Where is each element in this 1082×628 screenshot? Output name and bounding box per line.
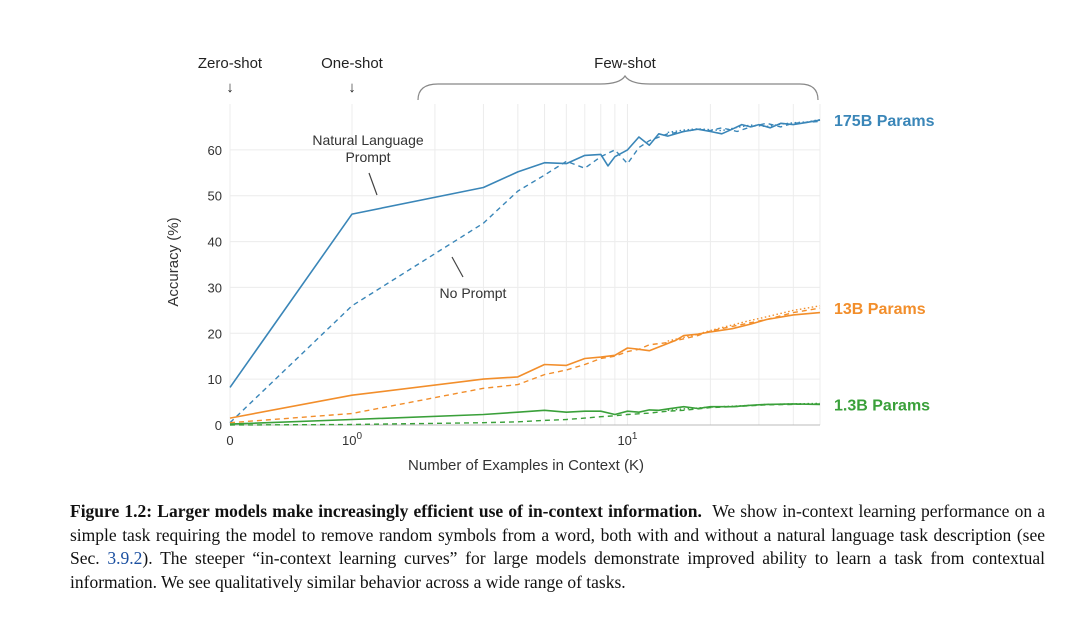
figure-caption: Figure 1.2: Larger models make increasin… <box>70 500 1045 594</box>
x-tick-label-1: 100 <box>342 431 362 448</box>
one-shot-arrow-icon: ↓ <box>348 79 356 96</box>
series-line-13b-params-dotted <box>667 305 821 342</box>
y-axis-title: Accuracy (%) <box>165 217 182 306</box>
x-tick-exponent-10: 1 <box>632 431 638 442</box>
few-shot-brace <box>417 74 819 101</box>
annotation-natural-language-pointer <box>368 172 378 196</box>
grid-lines <box>229 104 821 426</box>
caption-text-after-ref: ). The steeper “in-context learning curv… <box>70 548 1045 592</box>
annotation-natural-language-line1: Natural Language <box>312 132 424 148</box>
caption-text-before-ref: We show in-context learning performance … <box>70 501 1045 568</box>
y-tick-label-50: 50 <box>208 189 222 204</box>
zero-shot-label: Zero-shot <box>198 55 263 72</box>
series-lines <box>229 118 821 426</box>
few-shot-label: Few-shot <box>594 55 657 72</box>
y-tick-label-10: 10 <box>208 372 222 387</box>
y-tick-label-40: 40 <box>208 235 222 250</box>
y-tick-label-60: 60 <box>208 143 222 158</box>
y-tick-label-20: 20 <box>208 326 222 341</box>
caption-section-ref-link[interactable]: 3.9.2 <box>107 548 143 568</box>
series-label-13b-params: 13B Params <box>834 301 926 318</box>
series-line-175b-params-solid <box>229 119 821 388</box>
zero-shot-arrow-icon: ↓ <box>226 79 234 96</box>
one-shot-label: One-shot <box>321 55 384 72</box>
annotation-natural-language-line2: Prompt <box>345 149 390 165</box>
x-tick-label-10: 101 <box>617 431 637 448</box>
series-label-1-3b-params: 1.3B Params <box>834 397 930 414</box>
series-line-13b-params-solid <box>229 311 821 419</box>
annotation-no-prompt: No Prompt <box>440 285 507 301</box>
series-line-1-3b-params-dashed <box>229 403 821 426</box>
y-tick-label-30: 30 <box>208 280 222 295</box>
series-line-1-3b-params-dotted <box>667 402 821 411</box>
annotation-no-prompt-pointer <box>451 256 464 278</box>
series-line-175b-params-dotted <box>667 118 821 134</box>
series-line-175b-params-dashed <box>229 120 821 424</box>
series-line-1-3b-params-solid <box>229 403 821 425</box>
x-tick-label-0: 0 <box>226 433 233 448</box>
caption-figure-label: Figure 1.2: Larger models make increasin… <box>70 501 702 521</box>
series-end-labels: 175B Params 13B Params 1.3B Params <box>834 113 935 414</box>
x-axis-title: Number of Examples in Context (K) <box>408 457 644 474</box>
series-line-13b-params-dashed <box>229 307 821 424</box>
y-tick-label-0: 0 <box>215 418 222 433</box>
x-tick-exponent-1: 0 <box>356 431 362 442</box>
series-label-175b-params: 175B Params <box>834 113 935 130</box>
